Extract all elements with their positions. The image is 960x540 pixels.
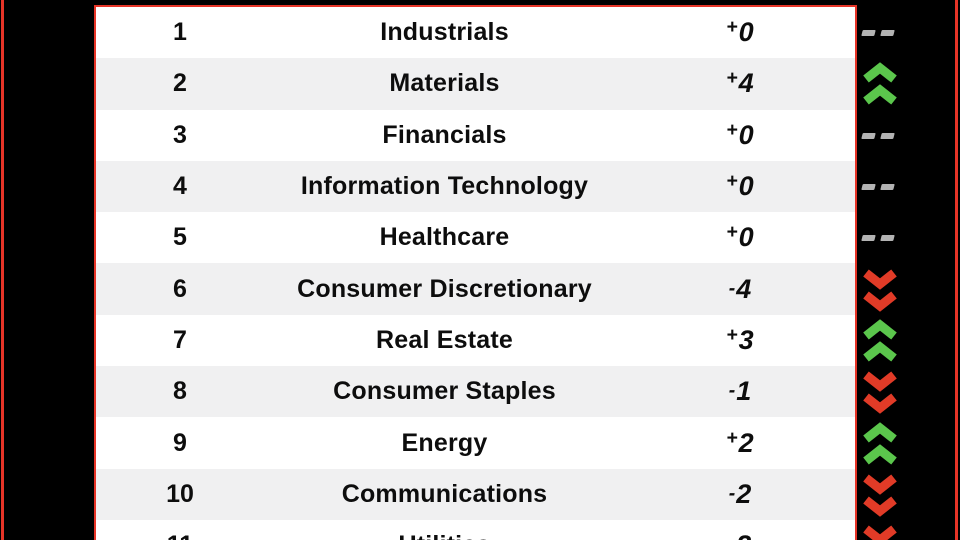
change-sign: -	[728, 277, 736, 300]
trend-indicator	[857, 418, 955, 469]
change-sign: -	[728, 482, 736, 505]
table-row: 10 Communications -2	[96, 468, 855, 520]
change-number: 2	[736, 478, 752, 509]
double-dash-icon	[861, 184, 895, 191]
double-chevron-up-icon	[863, 62, 897, 105]
change-number: 0	[738, 222, 754, 253]
trend-indicator	[857, 315, 955, 366]
trend-indicator	[857, 264, 955, 315]
left-frame-edge	[1, 0, 4, 540]
sector-cell: Utilities	[264, 531, 625, 540]
trend-indicator	[857, 110, 955, 161]
trend-indicator	[857, 8, 955, 59]
sector-rank-table: 1 Industrials +0 2 Materials +4 3 Financ…	[94, 5, 857, 540]
change-cell: +0	[625, 118, 855, 151]
change-cell: +0	[625, 222, 855, 253]
change-sign: +	[726, 67, 738, 90]
change-number: 2	[738, 427, 754, 458]
double-chevron-down-icon	[863, 474, 897, 517]
table-row: 1 Industrials +0	[96, 7, 855, 58]
rank-cell: 7	[173, 325, 187, 354]
change-number: 1	[736, 376, 752, 407]
trend-indicator	[857, 213, 955, 264]
change-cell: -1	[625, 376, 855, 407]
change-sign: -	[729, 534, 735, 540]
double-chevron-up-icon	[863, 319, 897, 362]
sector-cell: Consumer Staples	[333, 377, 556, 406]
change-cell: +0	[625, 16, 855, 48]
change-number: 0	[738, 119, 754, 150]
change-number: 3	[736, 530, 751, 540]
trend-indicator	[857, 161, 955, 212]
double-chevron-up-icon	[863, 421, 897, 465]
double-dash-icon	[861, 30, 895, 37]
double-dash-icon	[861, 235, 895, 242]
table-row: 5 Healthcare +0	[96, 212, 855, 263]
table-row: 8 Consumer Staples -1	[96, 366, 855, 418]
change-number: 3	[738, 324, 754, 355]
trend-indicator	[857, 520, 955, 540]
trend-indicator	[857, 367, 955, 418]
trend-column	[857, 8, 955, 540]
change-cell: -4	[625, 274, 855, 305]
change-cell: +3	[625, 324, 855, 356]
change-sign: +	[726, 16, 738, 39]
table-row: 6 Consumer Discretionary -4	[96, 263, 855, 315]
change-sign: +	[726, 118, 738, 141]
change-sign: +	[726, 221, 738, 244]
change-number: 4	[736, 273, 752, 304]
double-chevron-down-icon	[863, 525, 897, 540]
right-frame-edge	[955, 0, 958, 540]
table-row: 7 Real Estate +3	[96, 315, 855, 366]
trend-indicator	[857, 59, 955, 110]
sector-cell: Consumer Discretionary	[297, 274, 592, 303]
sector-cell: Energy	[401, 428, 488, 457]
change-sign: -	[728, 379, 736, 402]
rank-cell: 10	[166, 479, 194, 508]
change-cell: +4	[625, 68, 855, 99]
change-number: 4	[738, 68, 754, 99]
double-chevron-down-icon	[863, 371, 897, 414]
double-chevron-down-icon	[863, 269, 897, 312]
change-sign: +	[726, 426, 738, 449]
change-cell: +2	[625, 426, 855, 459]
trend-indicator	[857, 469, 955, 520]
rank-cell: 5	[173, 223, 187, 252]
rank-cell: 1	[173, 18, 187, 47]
table-row: 2 Materials +4	[96, 58, 855, 110]
table-row: 3 Financials +0	[96, 110, 855, 161]
sector-cell: Real Estate	[376, 325, 513, 354]
double-dash-icon	[861, 132, 895, 139]
sector-cell: Healthcare	[379, 223, 510, 252]
sector-cell: Financials	[382, 120, 507, 149]
sector-cell: Industrials	[380, 18, 509, 47]
rank-cell: 8	[173, 377, 187, 406]
change-cell: +0	[625, 170, 855, 202]
rank-cell: 6	[173, 274, 187, 303]
rank-cell: 9	[173, 428, 187, 457]
rank-cell: 11	[96, 531, 264, 540]
table-row: 9 Energy +2	[96, 417, 855, 468]
change-cell: -3	[625, 530, 855, 540]
change-sign: +	[726, 170, 738, 193]
table-row: 4 Information Technology +0	[96, 160, 855, 213]
rank-cell: 2	[173, 69, 187, 98]
sector-cell: Information Technology	[300, 172, 589, 201]
sector-cell: Materials	[389, 69, 500, 98]
rank-cell: 4	[173, 172, 187, 201]
change-cell: -2	[625, 479, 855, 510]
rank-cell: 3	[173, 120, 187, 149]
change-number: 0	[738, 17, 754, 48]
sector-cell: Communications	[341, 479, 548, 508]
change-sign: +	[726, 324, 738, 347]
change-number: 0	[738, 171, 754, 202]
table-row: 11 Utilities -3	[96, 520, 855, 540]
